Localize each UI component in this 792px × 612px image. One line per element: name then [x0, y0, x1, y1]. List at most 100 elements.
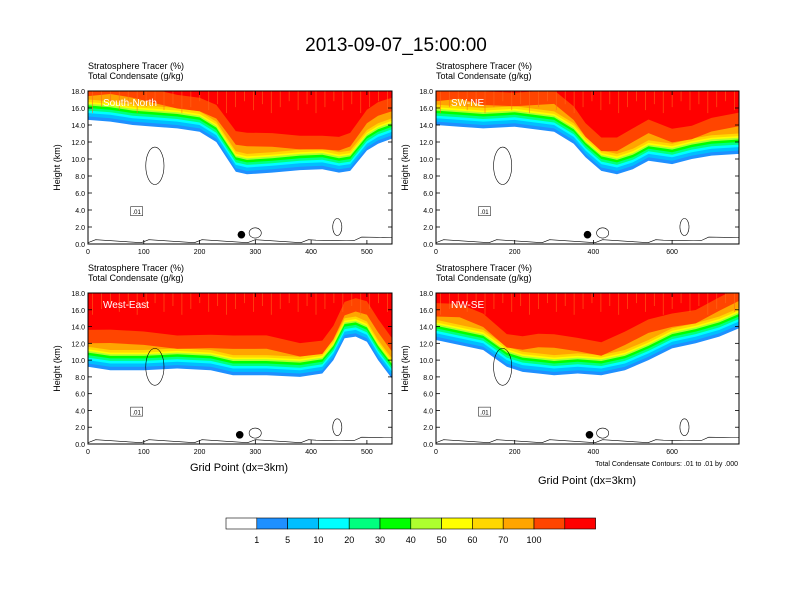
panel-name-label: SW-NE: [451, 98, 484, 109]
y-tick-label: 6.0: [75, 191, 85, 198]
condensate-contour-loop: [332, 418, 343, 436]
panel-plot-area: .01: [88, 91, 392, 244]
panel-sw-ne: Stratosphere Tracer (%)Total Condensate …: [400, 61, 740, 256]
contour-note: Total Condensate Contours: .01 to .01 by…: [595, 461, 738, 468]
condensate-contour-loop: [493, 146, 513, 185]
contour-label: .01: [132, 411, 141, 417]
x-axis-label-left: Grid Point (dx=3km): [190, 462, 288, 474]
y-tick-label: 8.0: [423, 375, 433, 382]
contour-label-box: [130, 406, 143, 417]
colorbar-label: 60: [467, 535, 477, 545]
colorbar-label: 100: [526, 535, 541, 545]
y-tick-label: 14.0: [419, 325, 433, 332]
x-tick-label: 400: [305, 249, 317, 256]
condensate-contour-loop: [493, 348, 513, 386]
y-tick-label: 4.0: [75, 408, 85, 415]
contour-label-box: [478, 206, 491, 216]
y-axis-label: Height (km): [52, 144, 62, 191]
panel-west-east: Stratosphere Tracer (%)Total Condensate …: [52, 263, 393, 456]
y-axis-label: Height (km): [52, 345, 62, 392]
contour-label: .01: [480, 411, 489, 417]
y-tick-label: 14.0: [71, 123, 85, 130]
x-axis-label-right: Grid Point (dx=3km): [538, 475, 636, 487]
colorbar-swatch: [225, 517, 258, 530]
colorbar-label: 30: [375, 535, 385, 545]
panel-subtitle-1: Stratosphere Tracer (%): [436, 263, 532, 273]
y-tick-label: 10.0: [71, 358, 85, 365]
y-tick-label: 2.0: [423, 225, 433, 232]
y-tick-label: 18.0: [419, 291, 433, 298]
location-marker: [235, 430, 244, 439]
colorbar-swatch: [472, 517, 504, 530]
colorbar-label: 50: [437, 535, 447, 545]
y-axis-label: Height (km): [400, 144, 410, 191]
x-tick-label: 200: [194, 249, 206, 256]
colorbar-label: 20: [344, 535, 354, 545]
colorbar-swatch: [533, 517, 566, 530]
y-tick-label: 14.0: [419, 123, 433, 130]
y-tick-label: 4.0: [75, 208, 85, 215]
panel-plot-area: .01: [436, 91, 739, 244]
condensate-contour-loop: [679, 218, 690, 236]
panel-subtitle-2: Total Condensate (g/kg): [436, 273, 532, 283]
y-tick-label: 14.0: [71, 325, 85, 332]
panel-subtitle-2: Total Condensate (g/kg): [436, 71, 532, 81]
condensate-contour-loop: [679, 418, 690, 436]
y-tick-label: 16.0: [71, 308, 85, 315]
y-tick-label: 8.0: [423, 174, 433, 181]
y-tick-label: 4.0: [423, 208, 433, 215]
panel-subtitle-1: Stratosphere Tracer (%): [436, 61, 532, 71]
colorbar-swatch: [287, 517, 319, 530]
y-tick-label: 0.0: [423, 242, 433, 249]
y-tick-label: 8.0: [75, 375, 85, 382]
condensate-contour-loop: [248, 427, 262, 439]
panel-name-label: South-North: [103, 98, 157, 109]
condensate-contour-loop: [596, 427, 610, 439]
x-tick-label: 600: [666, 449, 678, 456]
x-tick-label: 400: [588, 249, 600, 256]
x-tick-label: 0: [434, 249, 438, 256]
colorbar-swatch: [564, 517, 596, 530]
y-tick-label: 18.0: [71, 89, 85, 96]
y-tick-label: 2.0: [423, 425, 433, 432]
location-marker: [585, 430, 594, 439]
colorbar-label: 40: [406, 535, 416, 545]
y-tick-label: 0.0: [75, 442, 85, 449]
panel-frame: [435, 90, 740, 245]
x-tick-label: 400: [588, 449, 600, 456]
x-tick-label: 200: [509, 449, 521, 456]
x-tick-label: 100: [138, 249, 150, 256]
x-tick-label: 600: [666, 249, 678, 256]
figure-title: 2013-09-07_15:00:00: [305, 35, 487, 56]
panel-frame: [87, 292, 393, 445]
colorbar-swatch: [379, 517, 412, 530]
panel-name-label: NW-SE: [451, 300, 484, 311]
colorbar-label: 70: [498, 535, 508, 545]
x-tick-label: 300: [249, 449, 261, 456]
contour-label-box: [478, 406, 491, 417]
colorbar-swatch: [410, 517, 442, 530]
panels-group: Stratosphere Tracer (%)Total Condensate …: [52, 61, 740, 456]
condensate-contour-loop: [248, 227, 262, 239]
condensate-contour-loop: [145, 146, 165, 185]
x-tick-label: 0: [86, 249, 90, 256]
colorbar: 1 5 10 20 30 40 50 60 70 100: [225, 517, 596, 545]
panel-nw-se: Stratosphere Tracer (%)Total Condensate …: [400, 263, 740, 456]
colorbar-swatch: [256, 517, 288, 530]
condensate-contour-loop: [145, 348, 165, 386]
y-tick-label: 16.0: [419, 106, 433, 113]
panel-south-north: Stratosphere Tracer (%)Total Condensate …: [52, 61, 393, 256]
y-tick-label: 0.0: [75, 242, 85, 249]
y-tick-label: 16.0: [419, 308, 433, 315]
y-tick-label: 4.0: [423, 408, 433, 415]
condensate-contour-loop: [596, 227, 610, 239]
x-tick-label: 500: [361, 249, 373, 256]
y-tick-label: 12.0: [419, 341, 433, 348]
y-tick-label: 6.0: [423, 392, 433, 399]
colorbar-swatch: [348, 517, 381, 530]
panel-subtitle-2: Total Condensate (g/kg): [88, 71, 184, 81]
location-marker: [583, 230, 592, 239]
contour-label-box: [130, 206, 143, 216]
y-tick-label: 18.0: [71, 291, 85, 298]
